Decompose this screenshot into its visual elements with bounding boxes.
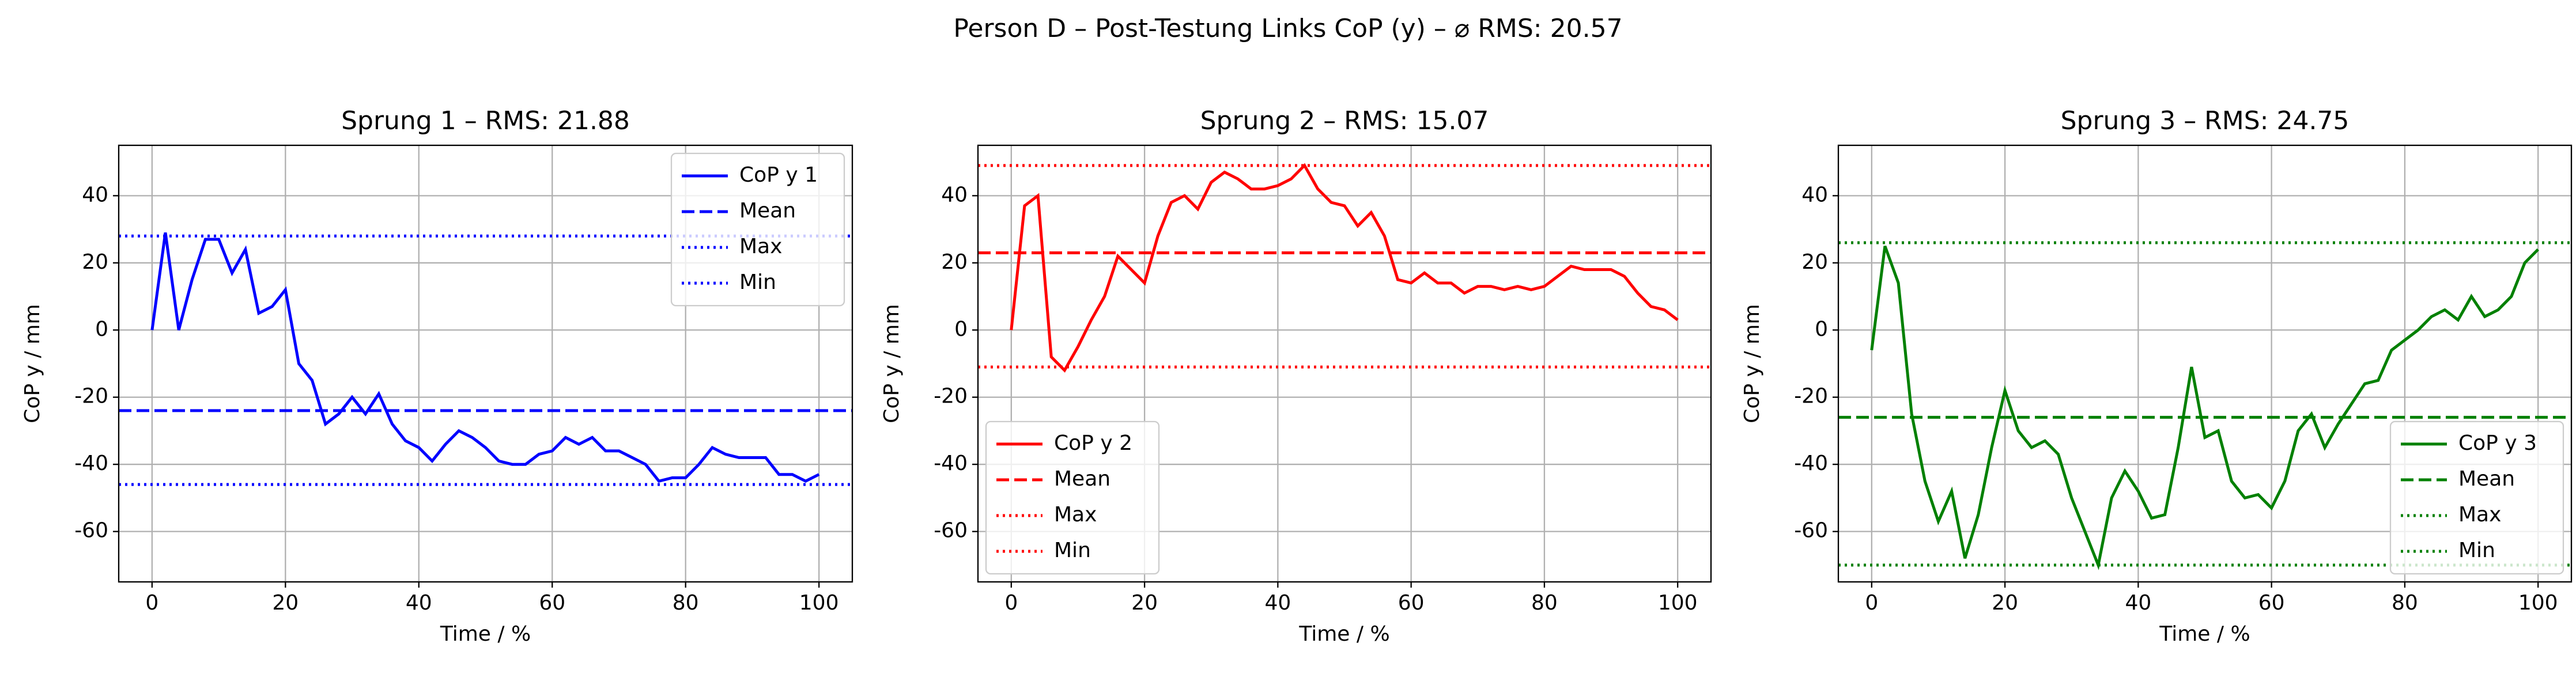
x-tick-label: 60	[539, 591, 565, 615]
x-tick-label: 20	[1992, 591, 2018, 615]
x-tick-label: 60	[2258, 591, 2285, 615]
y-tick-label: 40	[82, 183, 108, 206]
y-tick-label: 40	[1801, 183, 1828, 206]
x-tick-label: 0	[1865, 591, 1878, 615]
x-tick-label: 80	[2392, 591, 2418, 615]
y-tick-label: 40	[941, 183, 968, 206]
figure-title: Person D – Post-Testung Links CoP (y) – …	[953, 14, 1622, 43]
y-tick-label: 0	[1815, 317, 1828, 341]
legend-label: CoP y 1	[739, 163, 818, 187]
legend-label: Mean	[739, 199, 796, 223]
legend-label: Max	[739, 235, 782, 258]
x-tick-label: 0	[1004, 591, 1018, 615]
x-tick-label: 100	[799, 591, 839, 615]
x-tick-label: 40	[406, 591, 432, 615]
x-tick-label: 40	[2125, 591, 2151, 615]
x-axis-label: Time / %	[1298, 622, 1389, 646]
y-tick-label: 0	[954, 317, 968, 341]
plot-frame	[118, 144, 853, 583]
x-tick-label: 80	[673, 591, 699, 615]
y-tick-label: -60	[74, 519, 108, 543]
legend-label: Mean	[1054, 467, 1111, 491]
x-tick-label: 80	[1531, 591, 1558, 615]
subplot-title: Sprung 2 – RMS: 15.07	[1200, 106, 1489, 136]
legend-label: Min	[739, 270, 776, 294]
y-axis-label: CoP y / mm	[1740, 304, 1764, 423]
plot-frame	[977, 144, 1712, 583]
x-tick-label: 0	[145, 591, 158, 615]
y-tick-label: 20	[82, 250, 108, 274]
legend-box	[985, 420, 1160, 575]
y-tick-label: -20	[74, 385, 108, 408]
legend-box	[2389, 420, 2564, 575]
x-tick-label: 20	[272, 591, 299, 615]
legend-label: CoP y 2	[1054, 431, 1132, 455]
legend-box	[670, 152, 845, 307]
y-tick-label: -60	[934, 519, 968, 543]
y-tick-label: -60	[1794, 519, 1828, 543]
x-tick-label: 40	[1264, 591, 1291, 615]
y-tick-label: -20	[1794, 385, 1828, 408]
x-axis-label: Time / %	[2159, 622, 2250, 646]
data-line	[1870, 245, 2539, 570]
legend-label: Min	[1054, 539, 1091, 562]
y-tick-label: 20	[1801, 250, 1828, 274]
y-axis-label: CoP y / mm	[21, 304, 44, 423]
legend-label: Max	[1054, 503, 1097, 527]
legend-label: CoP y 3	[2458, 431, 2537, 455]
plot-frame	[1837, 144, 2573, 583]
y-tick-label: 20	[941, 250, 968, 274]
subplot-title: Sprung 3 – RMS: 24.75	[2061, 106, 2350, 136]
x-tick-label: 100	[2518, 591, 2558, 615]
legend-label: Min	[2458, 539, 2495, 562]
x-axis-label: Time / %	[440, 622, 531, 646]
x-tick-label: 100	[1658, 591, 1698, 615]
y-tick-label: 0	[95, 317, 108, 341]
y-tick-label: -40	[74, 452, 108, 475]
x-tick-label: 20	[1131, 591, 1158, 615]
y-tick-label: -40	[1794, 452, 1828, 475]
y-axis-label: CoP y / mm	[880, 304, 904, 423]
legend-label: Max	[2458, 503, 2501, 527]
x-tick-label: 60	[1398, 591, 1425, 615]
y-tick-label: -20	[934, 385, 968, 408]
subplot-title: Sprung 1 – RMS: 21.88	[341, 106, 630, 136]
y-tick-label: -40	[934, 452, 968, 475]
data-line	[1010, 163, 1679, 373]
data-line	[150, 232, 820, 483]
legend-label: Mean	[2458, 467, 2515, 491]
